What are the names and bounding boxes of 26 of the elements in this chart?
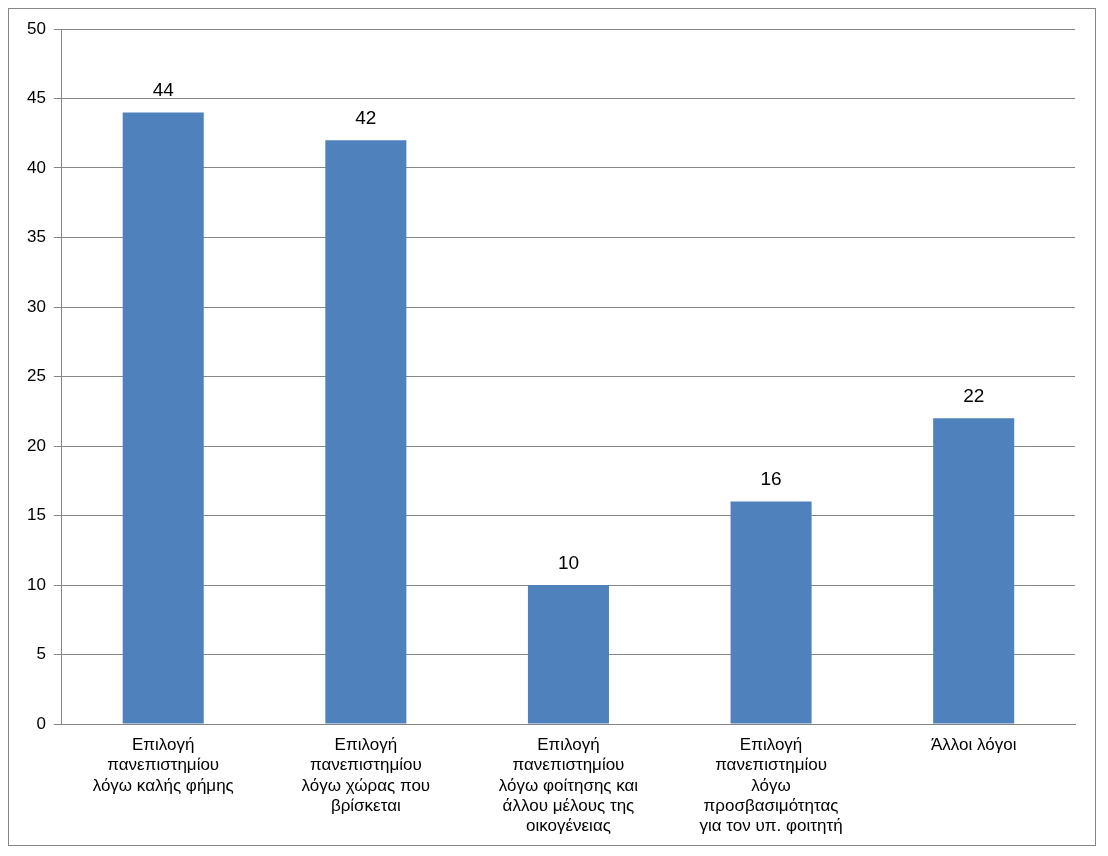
- y-tick-label: 45: [26, 88, 46, 108]
- y-tick-label: 0: [36, 713, 46, 733]
- y-tick-label: 50: [26, 18, 46, 38]
- bar: [933, 418, 1015, 724]
- x-tick-label: Επιλογή πανεπιστημίου λόγω προσβασιμότητας για τον υπ. φοιτητή: [699, 734, 843, 836]
- x-tick-label: Επιλογή πανεπιστημίου λόγω χώρας που βρίσκεται: [301, 734, 431, 816]
- data-label: 42: [355, 106, 377, 128]
- data-label: 44: [152, 79, 175, 101]
- y-tick-label: 20: [26, 435, 46, 455]
- y-tick-label: 30: [26, 296, 46, 316]
- x-tick-label: Επιλογή πανεπιστημίου λόγω καλής φήμης: [92, 734, 234, 795]
- y-tick-label: 25: [26, 366, 46, 386]
- bar: [527, 585, 609, 724]
- bar: [122, 112, 204, 724]
- data-label: 16: [760, 468, 782, 490]
- y-tick-label: 35: [26, 227, 46, 247]
- data-label: 22: [963, 384, 985, 406]
- y-tick-label: 40: [26, 157, 46, 177]
- bar: [325, 140, 407, 724]
- y-tick-label: 10: [26, 574, 46, 594]
- data-label: 10: [557, 551, 580, 573]
- bar: [730, 501, 812, 724]
- y-tick-label: 5: [36, 644, 46, 664]
- x-tick-label: Άλλοι λόγοι: [930, 734, 1017, 754]
- x-tick-label: Επιλογή πανεπιστημίου λόγω φοίτησης και άλλου μέλους της οικογένειας: [498, 734, 639, 836]
- y-tick-label: 15: [26, 505, 46, 525]
